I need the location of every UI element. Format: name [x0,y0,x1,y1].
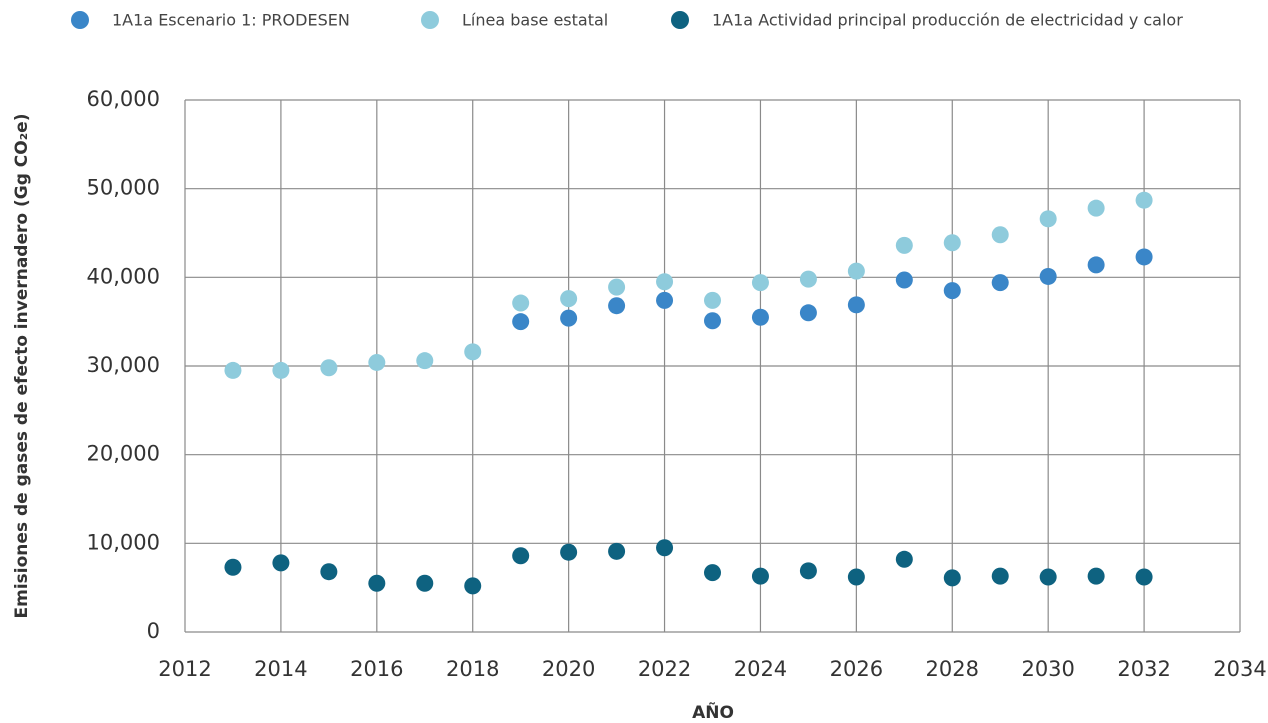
x-tick-label: 2024 [734,657,787,681]
point [272,554,290,572]
point [464,343,482,361]
point [704,312,721,330]
point [1135,191,1153,209]
point [751,274,769,292]
x-tick-label: 2028 [926,657,979,681]
point [560,309,578,327]
x-tick-label: 2016 [350,657,403,681]
point [799,562,817,580]
point [704,564,721,582]
point [943,234,961,252]
y-tick-label: 40,000 [87,264,160,288]
x-tick-label: 2034 [1213,657,1266,681]
legend-marker [421,11,439,29]
point [560,543,578,561]
point [560,290,578,308]
point [799,304,817,322]
point [512,313,530,331]
point [895,236,913,254]
point [224,361,242,379]
point [895,271,913,289]
legend-label: 1A1a Escenario 1: PRODESEN [112,11,350,30]
point [895,550,913,568]
y-tick-label: 50,000 [87,176,160,200]
x-tick-label: 2014 [254,657,307,681]
point [224,558,242,576]
point [656,273,674,291]
point [1039,210,1057,228]
legend-label: 1A1a Actividad principal producción de e… [712,11,1183,30]
point [847,568,865,586]
point [608,278,626,296]
point [1087,567,1105,585]
y-tick-label: 20,000 [87,442,160,466]
point [1135,568,1153,586]
y-tick-label: 60,000 [87,87,160,111]
point [608,297,626,315]
y-tick-label: 0 [147,619,160,643]
point [608,542,626,560]
point [512,547,530,565]
x-tick-label: 2020 [542,657,595,681]
point [1039,568,1057,586]
point [368,574,386,592]
point [416,352,434,370]
y-tick-label: 10,000 [87,530,160,554]
x-tick-label: 2026 [830,657,883,681]
x-tick-label: 2012 [158,657,211,681]
point [799,270,817,288]
point [656,291,674,309]
point [1039,267,1057,285]
point [751,308,769,326]
point [656,539,674,557]
y-tick-label: 30,000 [87,353,160,377]
y-axis-label: Emisiones de gases de efecto invernadero… [12,114,32,619]
point [1135,248,1153,266]
point [512,294,530,312]
point [320,563,338,581]
legend-marker [671,11,689,29]
point [704,291,721,309]
point [464,577,482,595]
legend-marker [71,11,89,29]
point [991,226,1009,244]
point [943,282,961,300]
point [1087,256,1105,274]
point [1087,199,1105,217]
x-tick-label: 2030 [1021,657,1074,681]
x-tick-label: 2022 [638,657,691,681]
point [991,567,1009,585]
point [368,353,386,371]
point [991,274,1009,292]
x-tick-label: 2032 [1117,657,1170,681]
point [847,296,865,314]
point [943,569,961,587]
point [320,359,338,377]
point [847,262,865,280]
point [416,574,434,592]
legend-label: Línea base estatal [462,11,608,30]
point [272,361,290,379]
x-axis-label: AÑO [692,700,734,723]
point [751,567,769,585]
x-tick-label: 2018 [446,657,499,681]
